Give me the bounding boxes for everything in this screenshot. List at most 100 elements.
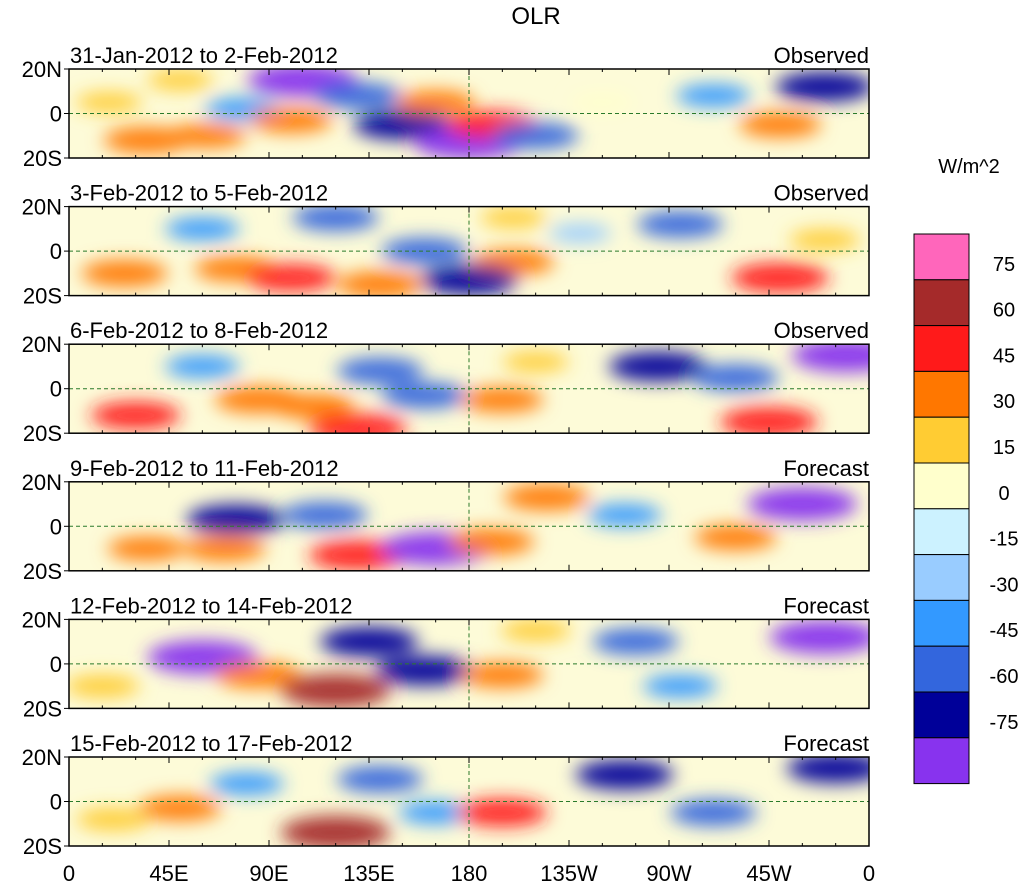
anomaly-field	[75, 69, 869, 158]
anomaly-cell	[694, 524, 777, 550]
lon-tick-label: 135E	[343, 861, 394, 886]
anomaly-cell	[692, 364, 779, 391]
anomaly-cell	[337, 357, 424, 385]
colorbar-level-label: 60	[993, 300, 1015, 322]
anomaly-cell	[107, 536, 186, 561]
lon-tick-label: 180	[451, 861, 488, 886]
anomaly-cell	[69, 674, 140, 698]
anomaly-cell	[165, 217, 240, 241]
colorbar-level-label: 15	[993, 437, 1015, 459]
anomaly-cell	[461, 387, 544, 413]
anomaly-cell	[571, 92, 634, 112]
anomaly-cell	[103, 127, 190, 154]
anomaly-cell	[592, 628, 679, 655]
colorbar-swatch	[913, 325, 970, 372]
panel-status-label: Observed	[774, 181, 869, 206]
lat-tick-label: 0	[50, 652, 62, 677]
anomaly-cell	[396, 90, 475, 115]
panel-period-label: 9-Feb-2012 to 11-Feb-2012	[70, 456, 339, 481]
anomaly-cell	[183, 536, 266, 562]
anomaly-cell	[747, 487, 858, 521]
colorbar-swatch	[913, 279, 970, 327]
colorbar-level-label: 0	[998, 483, 1009, 505]
panel: 6-Feb-2012 to 8-Feb-2012 Observed 20N 0 20S	[22, 318, 870, 446]
panels-group: 31-Jan-2012 to 2-Feb-2012 Observed 20N 0 20S…	[22, 43, 870, 859]
panel: 9-Feb-2012 to 11-Feb-2012 Forecast 20N 0 20S	[22, 456, 870, 584]
anomaly-cell	[791, 344, 869, 373]
colorbar-level-label: -15	[990, 529, 1019, 551]
colorbar-swatch	[913, 370, 970, 418]
panel-status-label: Forecast	[783, 456, 869, 481]
panel-period-label: 15-Feb-2012 to 17-Feb-2012	[70, 731, 353, 756]
anomaly-cell	[448, 528, 535, 556]
anomaly-cell	[272, 393, 355, 420]
lat-tick-label: 0	[50, 102, 62, 127]
anomaly-cell	[280, 673, 391, 708]
anomaly-cell	[90, 401, 181, 430]
panel-status-label: Observed	[774, 43, 869, 68]
anomaly-field	[76, 757, 869, 846]
colorbar-level-label: 75	[993, 254, 1015, 276]
anomaly-cell	[480, 207, 547, 228]
panel-status-label: Forecast	[783, 731, 869, 756]
lat-tick-label: 0	[50, 239, 62, 264]
colorbar-swatch	[913, 508, 970, 556]
lat-tick-label: 20N	[22, 607, 62, 632]
anomaly-cell	[548, 223, 612, 243]
lon-tick-label: 0	[863, 861, 875, 886]
lat-tick-label: 20S	[23, 421, 62, 446]
colorbar-level-label: 45	[993, 345, 1015, 367]
anomaly-cell	[457, 798, 548, 827]
colorbar-swatch	[913, 691, 970, 739]
panel: 3-Feb-2012 to 5-Feb-2012 Observed 20N 0 20S	[22, 181, 870, 309]
colorbar-level-label: -75	[990, 712, 1019, 734]
anomaly-cell	[575, 759, 674, 790]
chart-title: OLR	[511, 3, 560, 30]
anomaly-cell	[214, 661, 301, 689]
colorbar-swatch	[913, 233, 970, 281]
lat-tick-label: 20S	[23, 284, 62, 309]
anomaly-cell	[398, 801, 473, 824]
lat-tick-label: 0	[50, 514, 62, 539]
panel-status-label: Forecast	[783, 593, 869, 618]
anomaly-cell	[76, 807, 151, 831]
anomaly-cell	[250, 107, 333, 133]
colorbar-units-label: W/m^2	[938, 156, 1000, 178]
anomaly-field	[90, 344, 869, 434]
lon-tick-label: 135W	[540, 861, 598, 886]
anomaly-cell	[500, 619, 571, 642]
anomaly-cell	[381, 237, 468, 265]
lat-tick-label: 0	[50, 790, 62, 815]
anomaly-cell	[769, 620, 869, 654]
lon-tick-label: 45E	[149, 861, 188, 886]
anomaly-cell	[308, 413, 407, 434]
colorbar-swatch	[913, 554, 970, 601]
lon-tick-label: 45W	[746, 861, 791, 886]
lat-tick-label: 0	[50, 377, 62, 402]
anomaly-cell	[461, 662, 544, 688]
anomaly-cell	[786, 757, 869, 784]
anomaly-cell	[320, 626, 418, 657]
anomaly-cell	[165, 355, 240, 378]
lat-tick-label: 20N	[22, 57, 62, 82]
lon-tick-label: 90E	[249, 861, 288, 886]
panel: 31-Jan-2012 to 2-Feb-2012 Observed 20N 0 20S	[22, 43, 870, 171]
anomaly-cell	[720, 407, 818, 434]
anomaly-cell	[281, 502, 368, 529]
colorbar-swatch	[913, 416, 970, 464]
colorbar-level-label: -60	[990, 666, 1019, 688]
lat-tick-label: 20N	[22, 332, 62, 357]
anomaly-cell	[146, 70, 214, 91]
anomaly-cell	[209, 772, 284, 796]
anomaly-cell	[314, 82, 401, 109]
lat-tick-label: 20N	[22, 195, 62, 220]
panel-period-label: 31-Jan-2012 to 2-Feb-2012	[70, 43, 338, 68]
panel-period-label: 6-Feb-2012 to 8-Feb-2012	[70, 318, 328, 343]
lat-tick-label: 20N	[22, 470, 62, 495]
anomaly-cell	[75, 92, 143, 113]
anomaly-cell	[139, 795, 222, 821]
colorbar-swatch	[913, 599, 970, 647]
anomaly-cell	[739, 112, 822, 138]
anomaly-cell	[337, 766, 424, 793]
anomaly-cell	[375, 655, 474, 686]
